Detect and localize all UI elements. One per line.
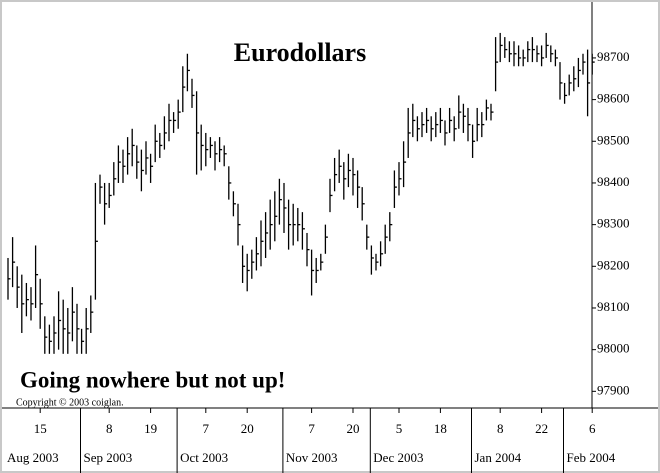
y-tick-label: 98100 [597, 299, 630, 314]
x-tick-label: 5 [396, 421, 403, 436]
x-tick-label: 8 [106, 421, 113, 436]
chart-title: Eurodollars [234, 38, 366, 67]
month-label: Feb 2004 [567, 450, 616, 465]
y-tick-label: 98600 [597, 91, 630, 106]
month-label: Aug 2003 [7, 450, 59, 465]
y-tick-label: 98300 [597, 216, 630, 231]
x-tick-label: 20 [241, 421, 254, 436]
month-label: Oct 2003 [180, 450, 228, 465]
month-label: Sep 2003 [84, 450, 133, 465]
x-tick-label: 18 [434, 421, 447, 436]
x-tick-label: 7 [308, 421, 315, 436]
month-label: Jan 2004 [475, 450, 522, 465]
x-tick-label: 7 [203, 421, 210, 436]
y-tick-label: 98700 [597, 49, 630, 64]
copyright: Copyright © 2003 coiglan. [16, 397, 124, 408]
month-label: Nov 2003 [286, 450, 338, 465]
x-tick-label: 20 [347, 421, 360, 436]
month-label: Dec 2003 [373, 450, 423, 465]
y-tick-label: 98000 [597, 341, 630, 356]
y-tick-label: 98200 [597, 257, 630, 272]
x-tick-label: 8 [497, 421, 504, 436]
x-tick-label: 22 [535, 421, 548, 436]
annotation: Going nowhere but not up! [20, 367, 285, 392]
y-tick-label: 98400 [597, 174, 630, 189]
y-tick-label: 98500 [597, 132, 630, 147]
y-tick-label: 97900 [597, 382, 630, 397]
x-tick-label: 19 [144, 421, 157, 436]
x-tick-label: 15 [34, 421, 47, 436]
x-tick-label: 6 [589, 421, 596, 436]
